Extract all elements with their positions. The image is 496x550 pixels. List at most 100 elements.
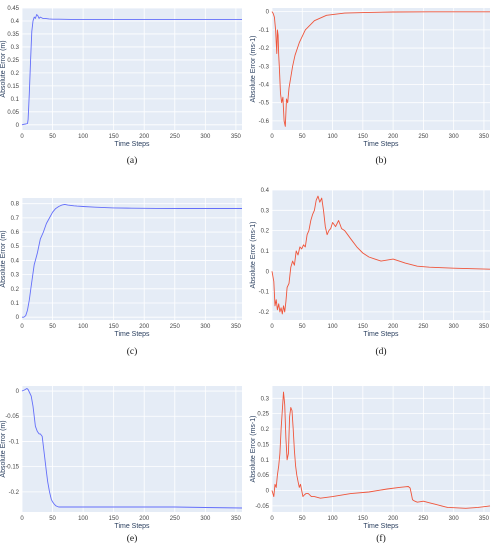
x-tick-label: 150 [109,516,120,522]
y-tick-label: 0.2 [11,287,20,293]
x-tick-label: 200 [139,134,150,140]
y-tick-label: 0 [16,315,20,321]
y-tick-label: -0.05 [255,504,269,510]
y-tick-label: 0.4 [261,188,270,194]
x-tick-label: 350 [231,134,242,140]
x-tick-label: 300 [449,324,460,330]
x-axis-label: Time Steps [114,141,150,148]
y-tick-label: 0.45 [7,6,19,12]
x-tick-label: 50 [49,324,56,330]
y-tick-label: 0.2 [261,229,270,235]
y-tick-label: 0.4 [11,258,20,264]
plot-area [22,198,242,320]
x-axis-label: Time Steps [114,523,150,530]
y-tick-label: 0 [266,269,270,275]
x-tick-label: 200 [388,516,399,522]
y-tick-label: 0.6 [11,230,20,236]
y-tick-label: 0.25 [257,412,269,418]
x-tick-label: 100 [328,134,339,140]
y-tick-label: 0.1 [261,458,270,464]
x-tick-label: 0 [20,324,24,330]
y-tick-label: 0 [266,10,270,16]
x-tick-label: 250 [418,324,429,330]
x-tick-label: 200 [139,324,150,330]
x-tick-label: 200 [388,324,399,330]
y-tick-label: 0.4 [11,19,20,25]
y-tick-label: 0.3 [11,45,20,51]
panel-caption: (e) [127,533,138,544]
x-tick-label: 300 [200,134,211,140]
series-line [21,388,243,509]
y-tick-label: -0.2 [259,46,270,52]
plot-area [272,386,490,512]
plot-area [272,190,490,320]
x-tick-label: 250 [170,134,181,140]
x-tick-label: 300 [200,324,211,330]
panel-caption: (d) [375,346,386,357]
x-tick-label: 100 [78,134,89,140]
y-tick-label: -0.2 [9,490,20,496]
y-axis-label: Absolute Error (m) [0,230,7,287]
x-axis-label: Time Steps [363,331,399,338]
series-line [271,391,491,509]
y-tick-label: 0.2 [11,71,20,77]
x-tick-label: 200 [388,134,399,140]
series-line [271,195,491,315]
x-tick-label: 350 [231,516,242,522]
x-tick-label: 150 [109,134,120,140]
y-tick-label: -0.05 [5,414,19,420]
y-tick-label: 0.1 [261,249,270,255]
y-tick-label: 0.05 [7,110,19,116]
y-tick-label: 0 [16,123,20,129]
x-tick-label: 200 [139,516,150,522]
x-tick-label: 100 [328,516,339,522]
x-tick-label: 250 [170,516,181,522]
y-tick-label: 0.25 [7,58,19,64]
chart-panel: 0 50 100 150 200 250 300 350 -0.2 -0.1 0 0.1 0.2 0.3 0… [250,188,491,357]
x-tick-label: 0 [270,134,274,140]
plot-area [272,8,490,130]
x-tick-label: 0 [270,324,274,330]
y-tick-label: -0.1 [259,28,270,34]
y-tick-label: 0.7 [11,216,20,222]
x-axis-label: Time Steps [114,331,150,338]
x-tick-label: 150 [358,134,369,140]
y-tick-label: 0.1 [11,301,20,307]
y-tick-label: 0 [16,389,20,395]
y-axis-label: Absolute Error (m) [0,40,7,97]
x-tick-label: 250 [418,516,429,522]
y-tick-label: -0.4 [259,82,270,88]
x-tick-label: 250 [418,134,429,140]
y-axis-label: Absolute Error (ms-1) [250,416,257,483]
y-tick-label: 0.35 [7,32,19,38]
x-tick-label: 300 [449,516,460,522]
x-tick-label: 150 [358,324,369,330]
x-tick-label: 100 [78,324,89,330]
y-tick-label: 0.5 [11,244,20,250]
x-tick-label: 50 [299,516,306,522]
x-axis-label: Time Steps [363,141,399,148]
x-tick-label: 150 [109,324,120,330]
y-axis-label: Absolute Error (ms-1) [250,36,257,103]
y-tick-label: -0.6 [259,119,270,125]
panel-caption: (a) [127,155,138,166]
x-tick-label: 300 [200,516,211,522]
chart-panel: 0 50 100 150 200 250 300 350-0.0500.050.10.150.… [250,386,491,544]
y-tick-label: 0.3 [261,396,270,402]
chart-panel: 0 50 100 150 200 250 300 350 0 0.05 0.1 0.15 0.2 0.25… [0,6,242,166]
x-axis-label: Time Steps [363,523,399,530]
chart-panel: 0 50 100 150 200 250 300 350 0 -0.05 -0.1 -0.15 -0.2… [0,386,243,544]
x-tick-label: 250 [170,324,181,330]
y-tick-label: 0.3 [261,208,270,214]
x-tick-label: 0 [20,134,24,140]
panel-caption: (f) [376,533,386,544]
y-tick-label: -0.5 [259,101,270,107]
y-axis-label: Absolute Error (m) [0,420,7,477]
y-tick-label: 0.05 [257,473,269,479]
series-line [21,14,242,126]
panel-caption: (b) [375,155,386,166]
y-tick-label: 0.2 [261,427,270,433]
series-line [22,203,242,318]
x-tick-label: 50 [299,324,306,330]
